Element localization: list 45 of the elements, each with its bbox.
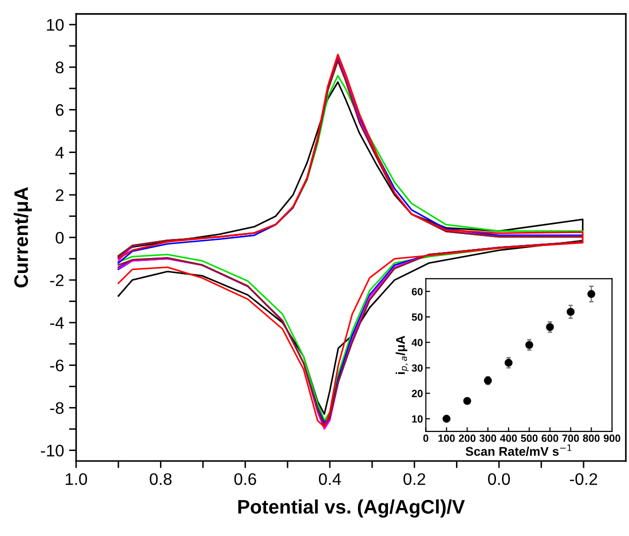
y-tick-label: -6 — [50, 360, 64, 372]
x-tick-label: 0.4 — [318, 473, 341, 486]
y-tick-label: 0 — [56, 232, 64, 244]
x-axis-title: Scan Rate/mV s$^{−1}$ — [466, 444, 572, 456]
y-tick-label: 8 — [56, 62, 64, 74]
point — [442, 414, 450, 423]
x-tick-label: 0.6 — [234, 473, 256, 486]
y-tick-label: -4 — [50, 317, 64, 329]
point — [525, 340, 534, 349]
y-tick-label: -2 — [50, 274, 64, 286]
x-tick-label: 1.0 — [66, 473, 88, 486]
x-tick-label: 0 — [423, 434, 428, 442]
y-tick-label: 6 — [56, 104, 64, 116]
x-tick-label: 0.8 — [150, 473, 172, 486]
x-axis-title: Potential vs. (Ag/AgCl)/V — [238, 499, 465, 518]
x-tick-label: 200 — [458, 434, 476, 442]
point — [546, 323, 554, 332]
y-tick-label: -10 — [40, 444, 64, 457]
y-tick-label: 40 — [412, 338, 423, 346]
y-tick-label: 60 — [412, 288, 423, 296]
x-tick-label: -0.2 — [570, 473, 598, 486]
x-tick-label: 0.0 — [488, 473, 510, 486]
point — [566, 308, 575, 316]
y-tick-label: 10 — [412, 415, 423, 423]
y-tick-label: 4 — [55, 146, 64, 158]
y-tick-label: 50 — [412, 313, 423, 321]
x-tick-label: 100 — [438, 434, 455, 442]
y-axis-title: Current/μA — [14, 187, 32, 288]
x-tick-label: 0.2 — [403, 473, 426, 486]
y-axis-title: i$_{p,a}$/μA — [396, 336, 409, 374]
x-tick-label: 300 — [479, 434, 496, 442]
x-tick-label: 900 — [604, 434, 620, 442]
x-tick-label: 800 — [582, 434, 600, 442]
y-tick-label: 10 — [47, 18, 64, 31]
y-tick-label: 2 — [56, 189, 64, 201]
x-tick-label: 700 — [562, 434, 579, 442]
point — [463, 396, 472, 405]
point — [504, 358, 513, 367]
y-tick-label: -8 — [50, 402, 64, 414]
x-tick-label: 500 — [520, 434, 538, 442]
x-tick-label: 400 — [500, 434, 517, 442]
y-tick-label: 30 — [412, 364, 423, 372]
y-tick-label: 20 — [412, 390, 423, 398]
x-tick-label: 600 — [542, 434, 558, 442]
point — [587, 290, 596, 298]
